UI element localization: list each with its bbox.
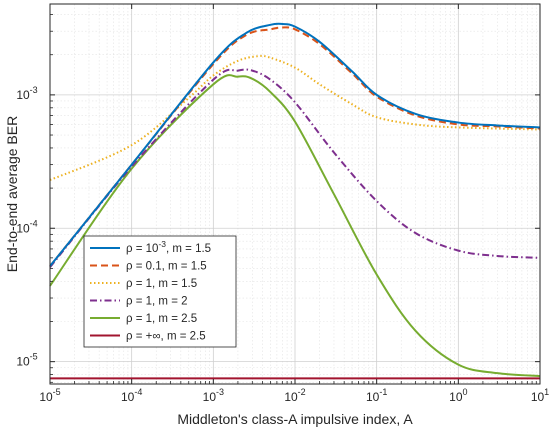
legend: ρ = 10-3, m = 1.5 ρ = 0.1, m = 1.5 ρ = 1, …	[83, 235, 237, 348]
series-line	[49, 22, 541, 267]
legend-entry: ρ = +∞, m = 2.5	[126, 331, 206, 343]
series-line	[49, 68, 541, 268]
x-tick-label: 100	[449, 387, 467, 404]
series-lines	[49, 22, 541, 380]
legend-entry: ρ = 0.1, m = 1.5	[126, 261, 207, 273]
legend-box	[83, 235, 237, 348]
x-tick-label: 10-4	[121, 387, 142, 404]
legend-entry: ρ = 1, m = 2.5	[126, 313, 197, 325]
y-tick-label: 10-4	[16, 218, 37, 235]
series-line	[49, 74, 541, 378]
x-axis-label: Middleton's class-A impulsive index, A	[177, 411, 413, 427]
legend-entry: ρ = 10-3, m = 1.5	[126, 239, 211, 255]
x-tick-label: 10-2	[284, 387, 305, 404]
y-axis-label: End-to-end average BER	[4, 116, 20, 272]
x-tick-label: 10-1	[366, 387, 387, 404]
legend-entry: ρ = 1, m = 2	[126, 296, 188, 308]
y-tick-label: 10-5	[16, 352, 37, 369]
x-tick-label: 101	[531, 387, 549, 404]
y-tick-label: 10-3	[16, 85, 37, 102]
x-tick-label: 10-3	[203, 387, 224, 404]
axis-ticks: 10-5 10-4 10-3 10-2 10-1 100 101 10-5 10-4 10-3	[16, 4, 549, 404]
x-tick-label: 10-5	[39, 387, 60, 404]
legend-entry: ρ = 1, m = 1.5	[126, 278, 197, 290]
series-line	[49, 54, 541, 181]
